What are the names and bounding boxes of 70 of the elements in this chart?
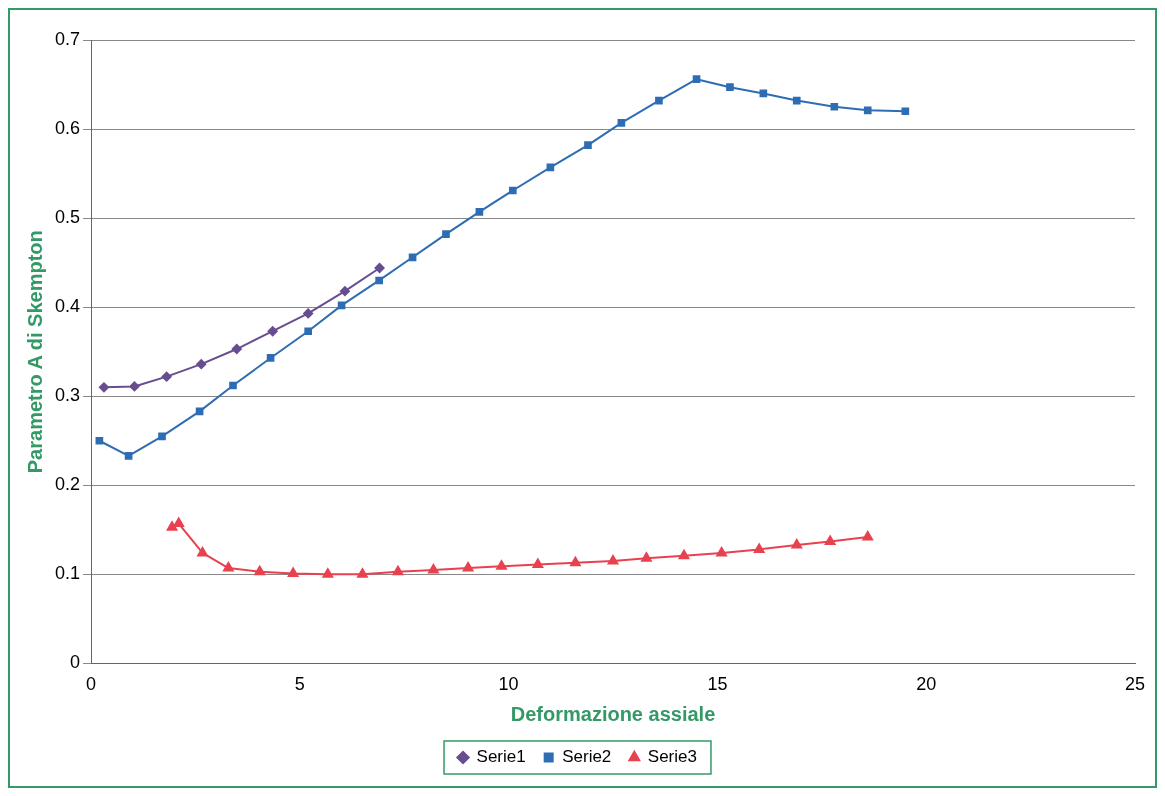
point	[570, 556, 581, 567]
point	[166, 521, 178, 531]
y-axis-title: Parametro A di Skempton	[23, 230, 46, 474]
point	[304, 327, 312, 336]
point	[824, 535, 836, 545]
x-tick-label: 15	[707, 674, 728, 695]
point	[231, 344, 242, 355]
y-tick-label: 0	[70, 652, 81, 673]
point	[98, 382, 109, 393]
point	[161, 371, 172, 382]
point	[267, 326, 278, 337]
point	[641, 552, 652, 562]
point	[223, 562, 234, 572]
point	[792, 96, 801, 105]
point	[692, 75, 701, 84]
point	[357, 568, 368, 578]
point	[584, 141, 592, 149]
point	[496, 560, 507, 570]
x-tick-label: 5	[294, 674, 305, 695]
point	[197, 546, 208, 557]
point	[901, 107, 910, 116]
point	[607, 554, 619, 565]
x-tick-label: 20	[916, 674, 937, 695]
point	[508, 186, 517, 195]
point	[726, 83, 734, 92]
x-tick-label: 10	[498, 674, 519, 695]
y-tick-label: 0.3	[54, 385, 81, 406]
y-tick-label: 0.4	[54, 296, 81, 317]
point	[408, 253, 417, 262]
point	[266, 354, 275, 362]
point	[173, 517, 185, 528]
point	[95, 436, 104, 445]
point	[129, 381, 140, 392]
point	[158, 432, 166, 441]
point	[303, 308, 314, 319]
point	[862, 530, 874, 541]
point	[442, 230, 450, 238]
point	[655, 96, 663, 105]
y-tick-label: 0.5	[54, 207, 81, 228]
point	[229, 381, 237, 390]
point	[287, 567, 299, 577]
point	[753, 543, 765, 553]
point	[392, 565, 404, 576]
point	[863, 106, 872, 115]
point	[716, 546, 727, 557]
legend-label: Serie2	[562, 747, 612, 767]
point	[428, 563, 439, 574]
point	[462, 562, 474, 572]
legend-label: Serie1	[476, 747, 526, 767]
point	[617, 119, 626, 127]
x-tick-label: 25	[1124, 674, 1146, 695]
y-tick-label: 0.1	[54, 563, 81, 584]
point	[475, 208, 484, 216]
x-axis-title: Deformazione assiale	[510, 702, 716, 725]
point	[532, 558, 544, 569]
y-tick-label: 0.7	[54, 28, 81, 49]
point	[124, 452, 133, 460]
y-tick-label: 0.6	[54, 118, 81, 139]
point	[791, 538, 803, 549]
point	[339, 286, 350, 297]
point	[678, 549, 690, 560]
y-tick-label: 0.2	[54, 474, 81, 495]
point	[375, 276, 383, 285]
point	[322, 568, 334, 578]
legend-label: Serie3	[647, 747, 697, 767]
point	[196, 359, 207, 370]
point	[374, 262, 385, 273]
x-tick-label: 0	[86, 674, 97, 695]
point	[830, 102, 839, 111]
point	[254, 565, 266, 576]
